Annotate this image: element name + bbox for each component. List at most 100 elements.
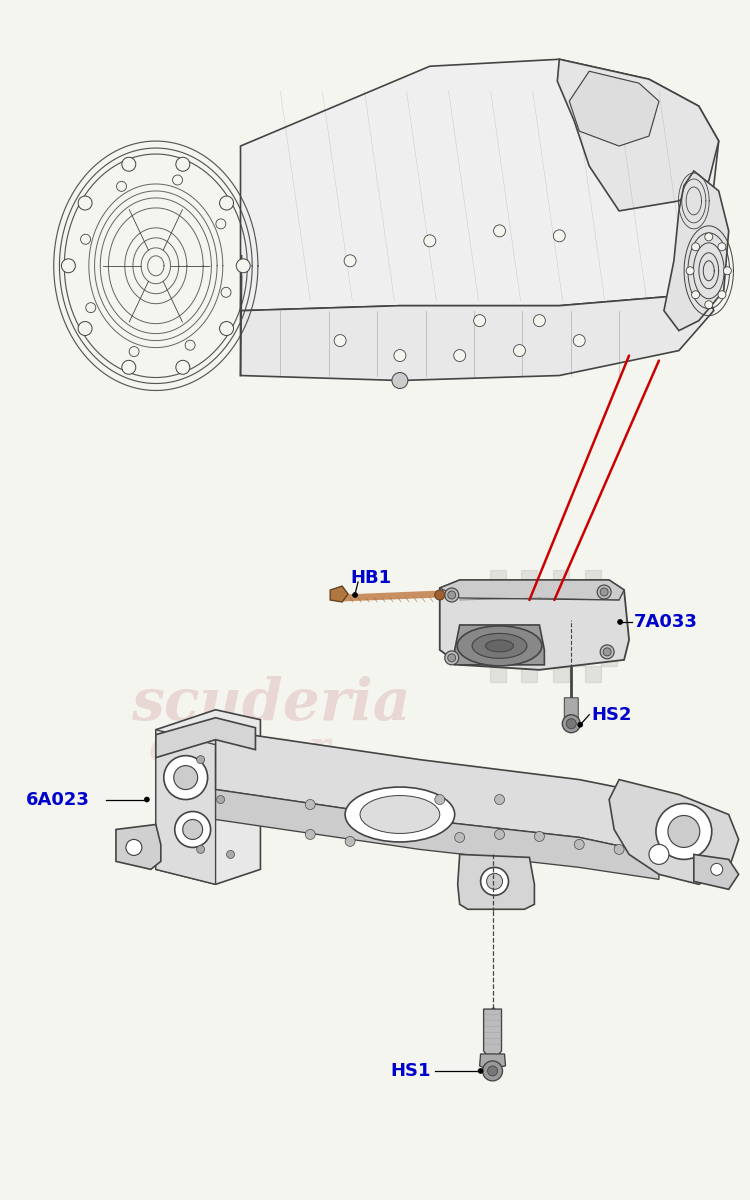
Circle shape	[533, 314, 545, 326]
Circle shape	[392, 372, 408, 389]
Circle shape	[600, 644, 614, 659]
Polygon shape	[458, 854, 535, 910]
Text: c a r a r: c a r a r	[148, 728, 330, 770]
Bar	[538, 618, 554, 634]
Circle shape	[217, 796, 224, 804]
Polygon shape	[330, 586, 348, 602]
Circle shape	[454, 833, 465, 842]
Polygon shape	[440, 580, 629, 670]
Bar	[602, 586, 617, 602]
Polygon shape	[609, 780, 739, 884]
Circle shape	[482, 1061, 502, 1081]
Circle shape	[80, 234, 91, 245]
Circle shape	[603, 648, 611, 656]
Circle shape	[176, 157, 190, 172]
Circle shape	[535, 832, 544, 841]
Circle shape	[718, 290, 726, 299]
Bar	[569, 586, 585, 602]
Circle shape	[562, 715, 580, 733]
Polygon shape	[116, 824, 160, 869]
Polygon shape	[557, 59, 718, 211]
Circle shape	[481, 868, 508, 895]
Polygon shape	[215, 790, 659, 880]
Circle shape	[617, 619, 622, 624]
Circle shape	[600, 588, 608, 596]
Bar	[490, 634, 506, 650]
Circle shape	[448, 654, 456, 662]
Polygon shape	[241, 59, 718, 311]
Circle shape	[597, 586, 611, 599]
Polygon shape	[440, 580, 624, 600]
Circle shape	[705, 301, 712, 308]
Bar	[490, 666, 506, 682]
Bar	[490, 570, 506, 586]
Circle shape	[174, 766, 198, 790]
Bar	[554, 666, 569, 682]
Circle shape	[78, 322, 92, 336]
Circle shape	[494, 224, 506, 236]
Bar	[602, 618, 617, 634]
Text: HS2: HS2	[591, 706, 632, 724]
Polygon shape	[156, 709, 260, 884]
Circle shape	[175, 811, 211, 847]
Circle shape	[554, 230, 566, 242]
Text: scuderia: scuderia	[131, 676, 410, 732]
Bar	[521, 602, 538, 618]
Circle shape	[78, 196, 92, 210]
Circle shape	[236, 259, 250, 272]
Circle shape	[649, 845, 669, 864]
Circle shape	[176, 360, 190, 374]
Circle shape	[494, 794, 505, 804]
Bar	[585, 634, 602, 650]
Circle shape	[445, 650, 459, 665]
Circle shape	[705, 233, 712, 241]
Polygon shape	[241, 295, 714, 380]
Circle shape	[196, 756, 205, 763]
Bar	[585, 666, 602, 682]
Bar	[506, 586, 521, 602]
Bar	[554, 602, 569, 618]
Ellipse shape	[360, 796, 440, 834]
Circle shape	[126, 840, 142, 856]
Circle shape	[573, 335, 585, 347]
Polygon shape	[156, 730, 215, 884]
Circle shape	[196, 846, 205, 853]
Bar	[569, 618, 585, 634]
Circle shape	[185, 341, 195, 350]
Circle shape	[711, 863, 723, 875]
Circle shape	[220, 322, 233, 336]
Bar	[490, 602, 506, 618]
Circle shape	[692, 290, 700, 299]
Bar	[554, 634, 569, 650]
Polygon shape	[479, 1054, 506, 1069]
Bar	[554, 570, 569, 586]
Ellipse shape	[458, 626, 542, 666]
Circle shape	[221, 287, 231, 298]
Circle shape	[62, 259, 75, 272]
Circle shape	[172, 175, 182, 185]
Circle shape	[435, 794, 445, 804]
Circle shape	[116, 181, 127, 191]
Circle shape	[718, 242, 726, 251]
Polygon shape	[569, 71, 659, 146]
Circle shape	[566, 719, 576, 728]
Circle shape	[122, 360, 136, 374]
Polygon shape	[484, 1009, 502, 1057]
Text: 7A033: 7A033	[634, 613, 698, 631]
Circle shape	[668, 816, 700, 847]
Circle shape	[454, 349, 466, 361]
Circle shape	[216, 218, 226, 229]
Circle shape	[305, 829, 315, 840]
Circle shape	[686, 266, 694, 275]
Bar	[538, 650, 554, 666]
Circle shape	[488, 1066, 497, 1076]
Circle shape	[445, 588, 459, 602]
Bar	[506, 650, 521, 666]
Bar	[602, 650, 617, 666]
Polygon shape	[564, 697, 578, 721]
Ellipse shape	[485, 640, 514, 652]
Circle shape	[164, 756, 208, 799]
Circle shape	[574, 840, 584, 850]
Circle shape	[424, 235, 436, 247]
Circle shape	[86, 302, 96, 313]
